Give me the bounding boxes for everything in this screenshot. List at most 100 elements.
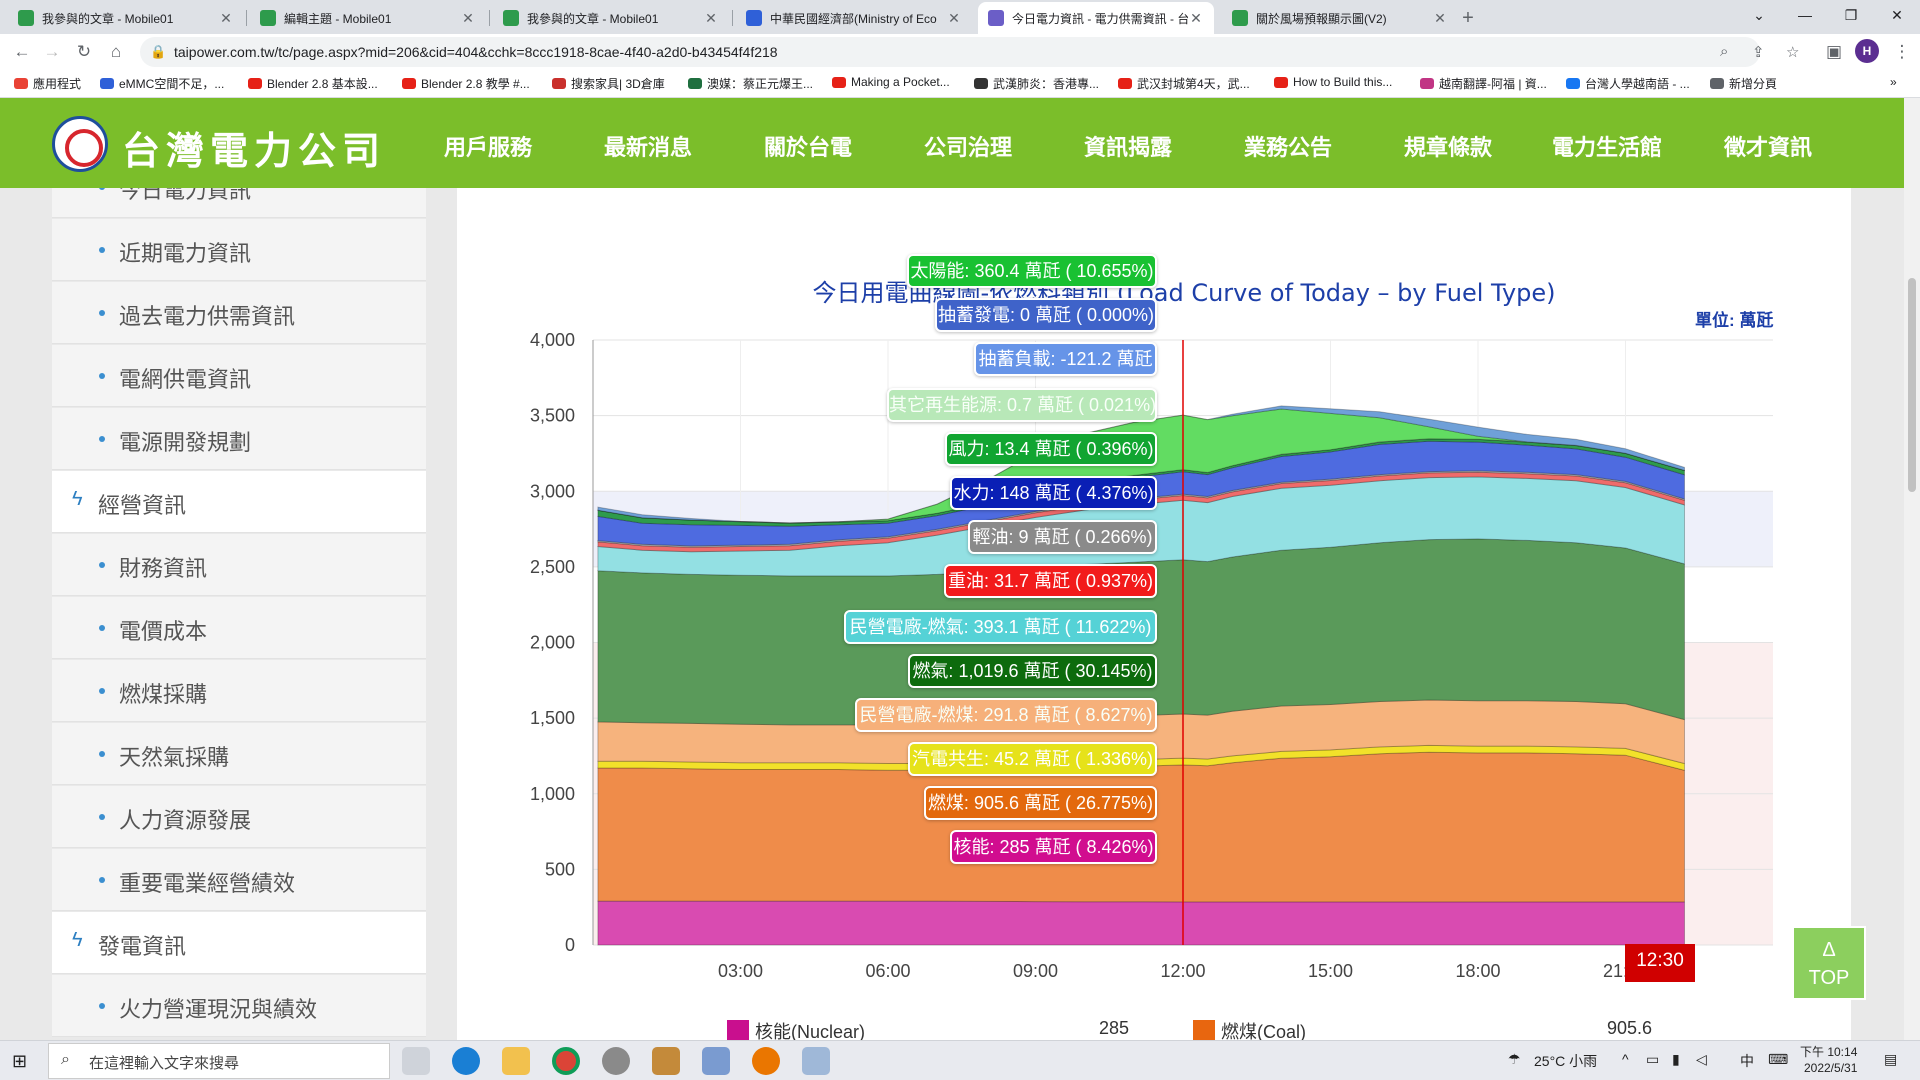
- weather-text[interactable]: 25°C 小雨: [1534, 1053, 1598, 1069]
- browser-tab[interactable]: 我參與的文章 - Mobile01 ✕: [493, 2, 729, 34]
- edge-icon[interactable]: [452, 1047, 480, 1075]
- ime-indicator[interactable]: 中: [1740, 1053, 1754, 1069]
- extensions-icon[interactable]: ▣: [1825, 42, 1843, 61]
- taipower-logo-icon[interactable]: [52, 116, 108, 172]
- bookmark-item[interactable]: 台灣人學越南語 - ...: [1566, 75, 1690, 92]
- bookmark-item[interactable]: Blender 2.8 教學 #...: [402, 75, 530, 92]
- browser-tab[interactable]: 關於風場預報顯示圖(V2) ✕: [1222, 2, 1458, 34]
- sidebar-category[interactable]: ϟ 經營資訊: [52, 471, 426, 533]
- legend-item[interactable]: 核能(Nuclear): [727, 1018, 865, 1040]
- url-text[interactable]: taipower.com.tw/tc/page.aspx?mid=206&cid…: [174, 44, 778, 60]
- network-icon[interactable]: ▭: [1646, 1051, 1660, 1067]
- bookmark-item[interactable]: How to Build this...: [1274, 75, 1392, 89]
- bookmark-item[interactable]: 搜索家具| 3D倉庫: [552, 75, 665, 92]
- reload-icon[interactable]: ↻: [76, 42, 92, 61]
- tray-chevron-icon[interactable]: ^: [1622, 1051, 1629, 1067]
- clock[interactable]: 下午 10:14 2022/5/31: [1800, 1044, 1857, 1076]
- logo-text[interactable]: 台灣電力公司: [122, 128, 387, 173]
- main-nav-item[interactable]: 徵才資訊: [1724, 135, 1813, 160]
- browser-tab[interactable]: 編輯主題 - Mobile01 ✕: [250, 2, 486, 34]
- volume-icon[interactable]: ◁: [1696, 1051, 1707, 1067]
- sidebar-item[interactable]: 今日電力資訊: [52, 188, 426, 218]
- bookmark-label: Blender 2.8 教學 #...: [421, 77, 530, 91]
- forward-icon[interactable]: →: [43, 42, 61, 61]
- taskbar-search-input[interactable]: ⌕ 在這裡輸入文字來搜尋: [48, 1043, 390, 1079]
- task-view-icon[interactable]: [402, 1047, 430, 1075]
- sidebar-item[interactable]: 過去電力供需資訊: [52, 282, 426, 344]
- tab-close-icon[interactable]: ✕: [948, 9, 960, 26]
- main-nav-item[interactable]: 資訊揭露: [1084, 135, 1173, 160]
- keyboard-icon[interactable]: ⌨: [1768, 1051, 1789, 1067]
- main-nav-item[interactable]: 業務公告: [1244, 135, 1333, 160]
- home-icon[interactable]: ⌂: [110, 42, 122, 61]
- bookmark-item[interactable]: 武漢肺炎：香港專...: [974, 75, 1099, 92]
- browser-tab[interactable]: 今日電力資訊 - 電力供需資訊 - 台 ✕: [978, 2, 1214, 34]
- tab-close-icon[interactable]: ✕: [705, 9, 717, 26]
- menu-icon[interactable]: ⋮: [1893, 42, 1911, 61]
- bookmark-item[interactable]: eMMC空間不足，...: [100, 75, 224, 92]
- restore-button[interactable]: ❐: [1844, 7, 1858, 23]
- sidebar-category[interactable]: ϟ 發電資訊: [52, 912, 426, 974]
- sidebar-label: 電源開發規劃: [119, 430, 252, 455]
- tab-close-icon[interactable]: ✕: [220, 9, 232, 26]
- tab-close-icon[interactable]: ✕: [1434, 9, 1446, 26]
- minimize-button[interactable]: —: [1798, 7, 1812, 23]
- app-icon-2[interactable]: [652, 1047, 680, 1075]
- back-to-top-button[interactable]: Δ TOP: [1792, 926, 1866, 1000]
- back-icon[interactable]: ←: [13, 42, 31, 61]
- sidebar-item[interactable]: 財務資訊: [52, 534, 426, 596]
- sidebar-item[interactable]: 燃煤採購: [52, 660, 426, 722]
- notification-icon[interactable]: ▤: [1884, 1051, 1898, 1067]
- browser-tab[interactable]: 中華民國經濟部(Ministry of Eco ✕: [736, 2, 972, 34]
- bullet-icon: [99, 436, 105, 442]
- sidebar-item[interactable]: 電源開發規劃: [52, 408, 426, 470]
- sidebar-item[interactable]: 電價成本: [52, 597, 426, 659]
- sidebar-item[interactable]: 重要電業經營績效: [52, 849, 426, 911]
- bookmark-item[interactable]: 武汉封城第4天，武...: [1118, 75, 1250, 92]
- zoom-icon[interactable]: ⌕: [1720, 43, 1729, 60]
- scrollbar-thumb[interactable]: [1908, 278, 1916, 492]
- profile-avatar[interactable]: H: [1855, 39, 1879, 63]
- chrome-icon[interactable]: [552, 1047, 580, 1075]
- page-scrollbar[interactable]: [1904, 98, 1920, 1040]
- main-nav-item[interactable]: 用戶服務: [444, 135, 533, 160]
- sidebar-item[interactable]: 火力營運現況與績效: [52, 975, 426, 1037]
- sidebar-item[interactable]: 人力資源發展: [52, 786, 426, 848]
- sidebar-item[interactable]: 近期電力資訊: [52, 219, 426, 281]
- tab-close-icon[interactable]: ✕: [462, 9, 474, 26]
- bookmark-item[interactable]: 新增分頁: [1710, 75, 1777, 92]
- main-nav-item[interactable]: 電力生活館: [1552, 135, 1663, 160]
- tab-search-icon[interactable]: ⌄: [1753, 7, 1765, 23]
- windows-start-icon[interactable]: ⊞: [12, 1051, 28, 1071]
- main-nav-item[interactable]: 規章條款: [1404, 135, 1493, 160]
- new-tab-button[interactable]: +: [1462, 7, 1474, 29]
- main-nav-item[interactable]: 最新消息: [604, 135, 693, 160]
- address-bar[interactable]: 🔒 taipower.com.tw/tc/page.aspx?mid=206&c…: [140, 37, 1799, 67]
- sidebar-item[interactable]: 天然氣採購: [52, 723, 426, 785]
- close-window-button[interactable]: ✕: [1891, 7, 1903, 23]
- file-explorer-icon[interactable]: [502, 1047, 530, 1075]
- share-icon[interactable]: ⇪: [1752, 44, 1765, 61]
- tab-close-icon[interactable]: ✕: [1190, 9, 1202, 26]
- browser-tab[interactable]: 我參與的文章 - Mobile01 ✕: [8, 2, 244, 34]
- app-icon-1[interactable]: [602, 1047, 630, 1075]
- legend-item[interactable]: 燃煤(Coal): [1193, 1018, 1306, 1040]
- bookmark-favicon-icon: [14, 78, 28, 89]
- bookmark-star-icon[interactable]: ☆: [1786, 44, 1800, 61]
- blender-icon[interactable]: [752, 1047, 780, 1075]
- main-nav-item[interactable]: 公司治理: [924, 135, 1013, 160]
- sidebar-item[interactable]: 電網供電資訊: [52, 345, 426, 407]
- app-icon-3[interactable]: [702, 1047, 730, 1075]
- bookmark-item[interactable]: 應用程式: [14, 75, 81, 92]
- area-series[interactable]: [597, 900, 1685, 946]
- y-tick-label: 1,000: [530, 784, 575, 804]
- battery-icon[interactable]: ▮: [1672, 1051, 1680, 1067]
- bookmarks-overflow-icon[interactable]: »: [1890, 75, 1897, 89]
- weather-icon[interactable]: ☂: [1508, 1051, 1521, 1067]
- bookmark-item[interactable]: 澳媒：蔡正元爆王...: [688, 75, 813, 92]
- app-icon-4[interactable]: [802, 1047, 830, 1075]
- bookmark-item[interactable]: 越南翻譯-阿福 | 資...: [1420, 75, 1547, 92]
- bookmark-item[interactable]: Blender 2.8 基本設...: [248, 75, 378, 92]
- main-nav-item[interactable]: 關於台電: [764, 135, 853, 160]
- bookmark-item[interactable]: Making a Pocket...: [832, 75, 950, 89]
